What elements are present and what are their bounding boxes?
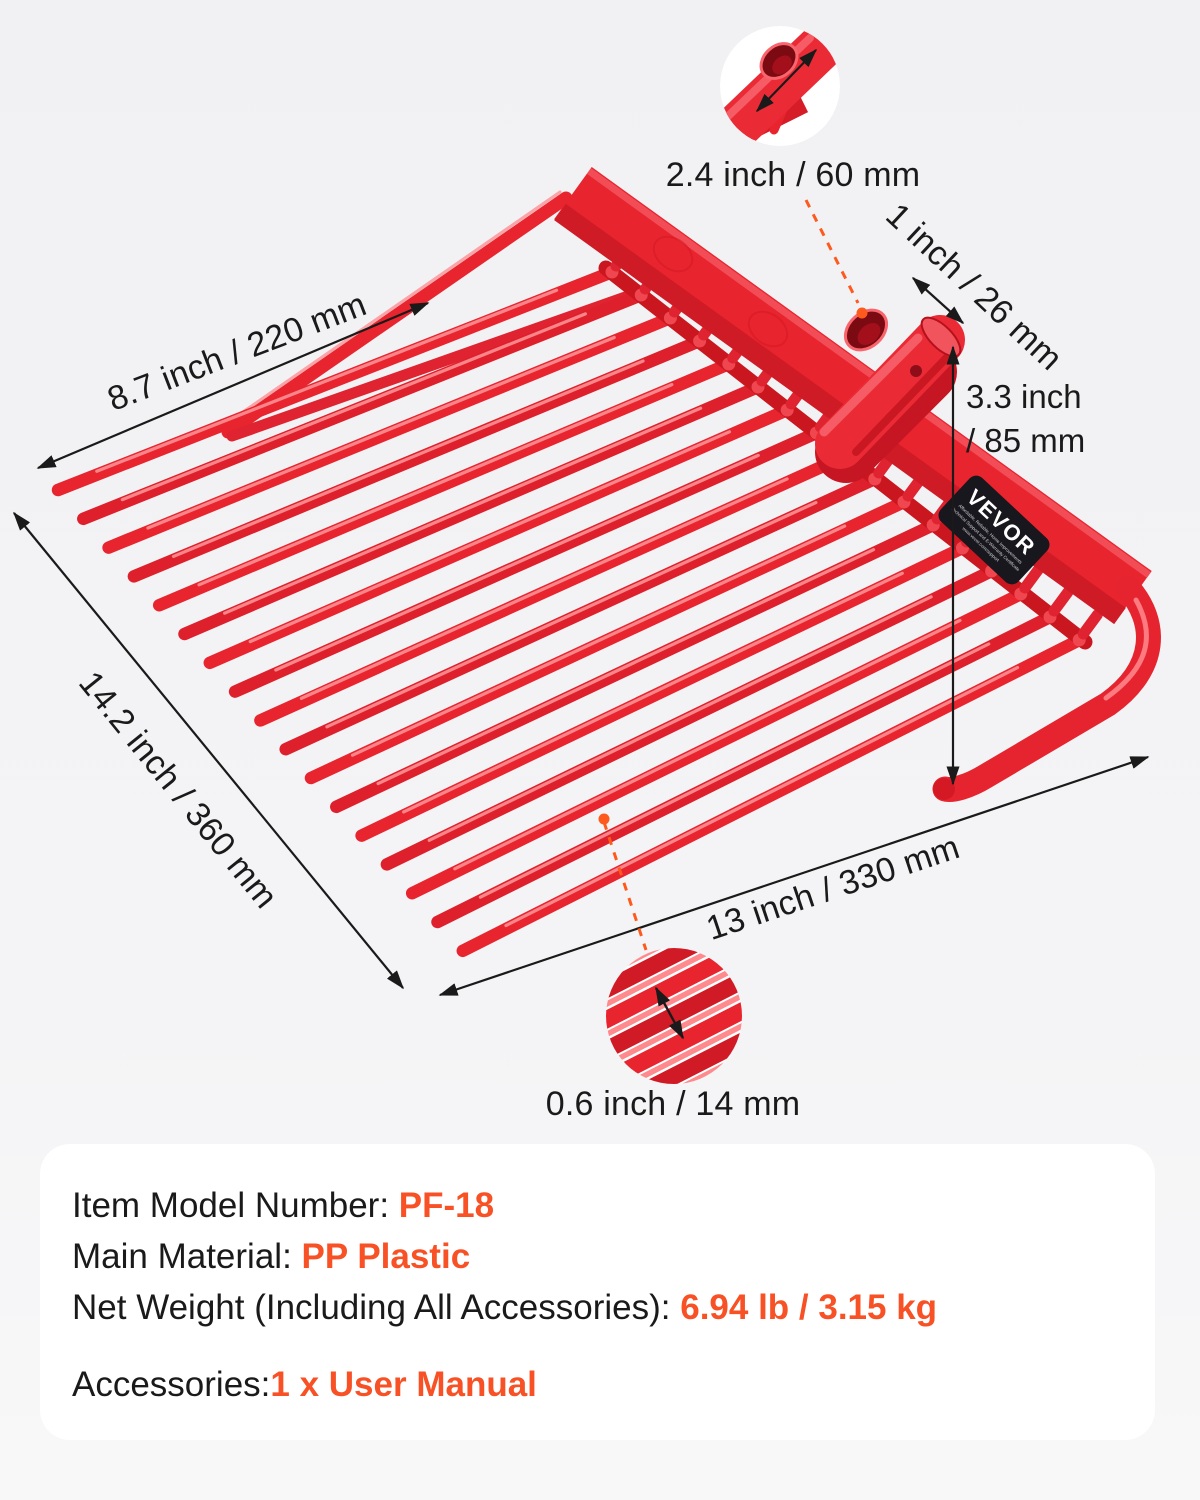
- socket-mount: [815, 308, 965, 483]
- spec-label-model: Item Model Number:: [72, 1186, 399, 1225]
- socket-height-line-1: 3.3 inch: [966, 378, 1082, 415]
- callout-connectors: [598, 199, 868, 951]
- spec-card: Item Model Number: PF-18 Main Material: …: [40, 1144, 1155, 1440]
- callout-dot-socket: [856, 307, 868, 319]
- dim-line-socket-diameter: [911, 276, 965, 325]
- spec-value-model: PF-18: [398, 1186, 495, 1225]
- spec-value-material: PP Plastic: [301, 1237, 471, 1276]
- spec-label-accessories: Accessories:: [72, 1365, 271, 1404]
- socket-height-line-2: / 85 mm: [966, 422, 1086, 459]
- spec-value-weight: 6.94 lb / 3.15 kg: [680, 1288, 938, 1327]
- dimension-label-socket-opening: 2.4 inch / 60 mm: [665, 156, 921, 194]
- dimension-lines: [13, 276, 1150, 997]
- socket-zoom-callout: [720, 26, 840, 146]
- dim-line-top-edge: [36, 301, 430, 470]
- spec-row-weight: Net Weight (Including All Accessories): …: [72, 1282, 1125, 1333]
- spec-row-accessories: Accessories:1 x User Manual: [72, 1359, 1125, 1410]
- dimension-label-socket-height: 3.3 inch / 85 mm: [966, 375, 1085, 463]
- spec-row-model: Item Model Number: PF-18: [72, 1180, 1125, 1231]
- callout-dot-tine: [598, 813, 610, 825]
- spec-label-material: Main Material:: [72, 1237, 302, 1276]
- spec-value-accessories: 1 x User Manual: [270, 1365, 537, 1404]
- spec-label-weight: Net Weight (Including All Accessories):: [72, 1288, 681, 1327]
- dimension-label-tine-spacing: 0.6 inch / 14 mm: [545, 1085, 801, 1123]
- dim-line-bottom-edge: [438, 755, 1150, 997]
- dim-line-side-length: [13, 511, 404, 990]
- spec-row-material: Main Material: PP Plastic: [72, 1231, 1125, 1282]
